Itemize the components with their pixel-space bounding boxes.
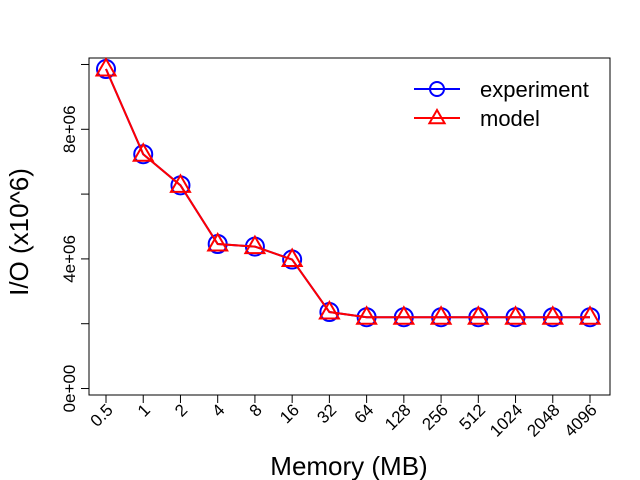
- x-tick-label: 8: [246, 400, 266, 420]
- x-tick-label: 1: [134, 400, 154, 420]
- y-tick-label: 0e+00: [60, 365, 79, 413]
- point-model: [318, 300, 341, 320]
- x-tick-label: 256: [418, 400, 451, 433]
- x-tick-label: 4096: [561, 400, 601, 440]
- plot-frame: [88, 57, 611, 396]
- point-model: [169, 173, 192, 193]
- point-model: [429, 305, 453, 325]
- x-tick-label: 2048: [523, 400, 563, 440]
- point-model: [467, 305, 490, 325]
- legend-label-model: model: [480, 106, 540, 131]
- y-tick-label: 8e+06: [60, 105, 79, 153]
- x-tick-label: 64: [351, 400, 378, 427]
- x-tick-label: 1024: [486, 400, 526, 440]
- point-model: [206, 231, 229, 252]
- point-model: [243, 234, 267, 255]
- x-axis-title: Memory (MB): [270, 451, 427, 480]
- y-axis: 0e+00 4e+06 8e+06: [60, 63, 89, 413]
- legend-label-experiment: experiment: [480, 77, 589, 102]
- point-model: [504, 305, 527, 325]
- point-model: [94, 57, 118, 77]
- legend: experiment model: [414, 77, 589, 131]
- y-tick-label: 4e+06: [60, 235, 79, 283]
- x-tick-label: 16: [276, 400, 303, 427]
- x-tick-label: 512: [456, 400, 489, 433]
- point-model: [280, 247, 304, 268]
- x-tick-label: 2: [171, 400, 191, 420]
- point-model: [541, 305, 564, 325]
- x-tick-label: 32: [313, 400, 340, 427]
- legend-marker-model: [427, 107, 447, 125]
- point-model: [132, 142, 155, 162]
- y-axis-title: I/O (x10^6): [4, 168, 34, 296]
- point-model: [578, 305, 602, 325]
- x-tick-label: 4: [208, 400, 228, 420]
- point-model: [355, 305, 378, 325]
- x-tick-label: 128: [381, 400, 414, 433]
- legend-marker-experiment: [429, 81, 445, 97]
- series-layer: [94, 57, 602, 328]
- x-tick-label: 0.5: [87, 400, 117, 430]
- point-model: [392, 305, 416, 325]
